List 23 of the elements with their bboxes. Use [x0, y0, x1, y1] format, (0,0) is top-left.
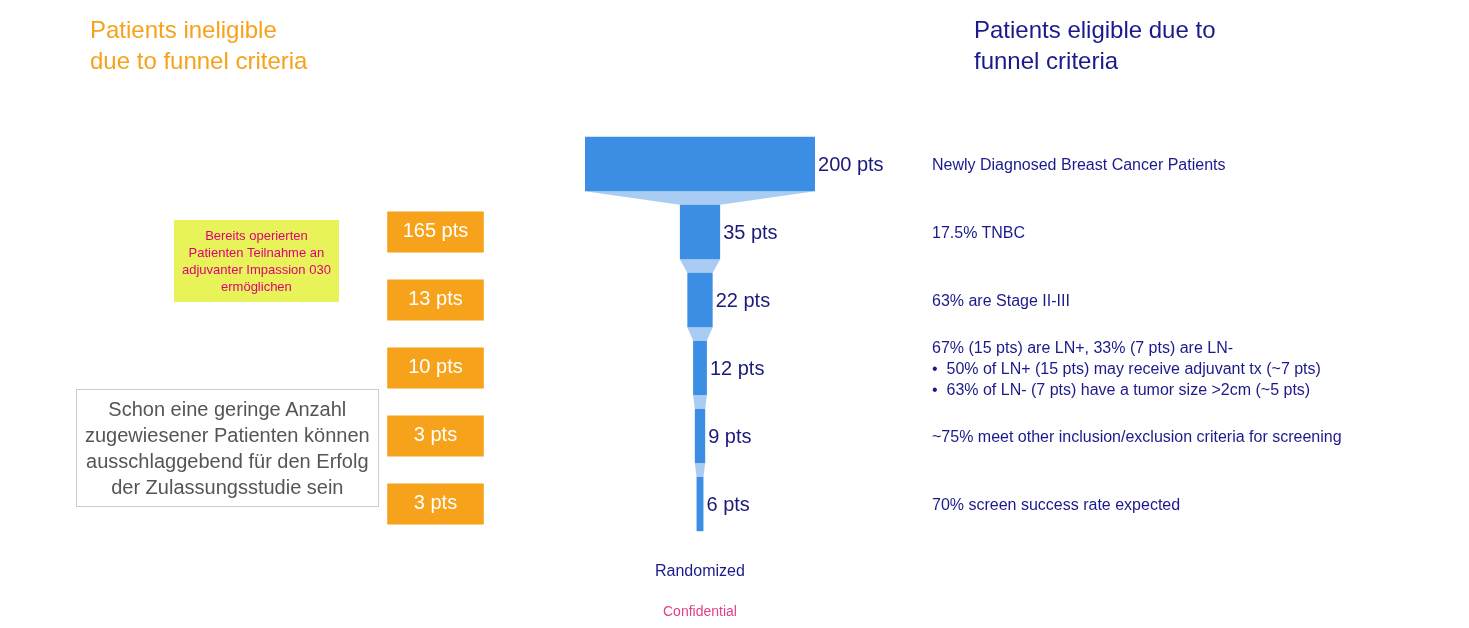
category-label: 70% screen success rate expected: [932, 496, 1181, 513]
text: Patients eligible due to funnel criteria: [974, 16, 1216, 75]
category-label: 67% (15 pts) are LN+, 33% (7 pts) are LN- • 50% of LN+ (15 pts) may receive adjuvant tx (~7 pts) • 63% of LN- (7 pts) have a tumor size >2cm (~5 pts): [932, 339, 1321, 398]
category-label: Newly Diagnosed Breast Cancer Patients: [932, 156, 1226, 173]
data-label: 22 pts: [715, 289, 771, 311]
data-label: 3 pts: [413, 423, 458, 445]
text: Schon eine geringe Anzahl zugewiesener Patienten können ausschlaggebend für den Erfolg der Zulassungsstudie sein: [85, 398, 370, 498]
data-label: 9 pts: [708, 425, 752, 447]
text: Patients ineligible due to funnel criteria: [90, 16, 309, 75]
data-label: 6 pts: [706, 493, 750, 515]
data-label: 13 pts: [408, 287, 463, 309]
text: Randomized: [655, 562, 745, 579]
data-label: 3 pts: [413, 491, 458, 513]
text: Bereits operierten Patienten Teilnahme an adjuvanter Impassion 030 ermöglichen: [182, 228, 331, 294]
data-label: 35 pts: [723, 221, 778, 243]
data-label: 165 pts: [402, 219, 469, 241]
category-label: 63% are Stage II-III: [932, 292, 1070, 309]
data-label: 200 pts: [818, 153, 884, 175]
text: Confidential: [663, 603, 737, 619]
data-label: 10 pts: [408, 355, 463, 377]
category-label: 17.5% TNBC: [932, 224, 1026, 241]
category-label: ~75% meet other inclusion/exclusion criteria for screening: [932, 428, 1342, 445]
data-label: 12 pts: [709, 357, 765, 379]
